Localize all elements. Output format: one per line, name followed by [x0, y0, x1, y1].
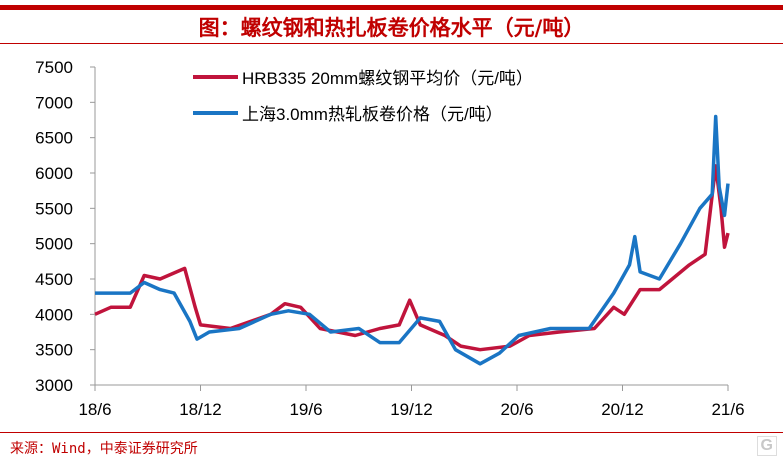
y-tick-label: 6500 — [35, 129, 73, 148]
source-note: 来源：Wind，中泰证券研究所 — [10, 441, 198, 457]
top-bar — [0, 5, 783, 10]
y-tick-label: 7000 — [35, 93, 73, 112]
x-tick-label: 19/12 — [390, 400, 433, 419]
x-tick-label: 21/6 — [711, 400, 744, 419]
watermark-logo: G — [756, 436, 777, 456]
footer-divider — [0, 432, 783, 433]
legend-label: HRB335 20mm螺纹钢平均价（元/吨） — [242, 69, 533, 88]
x-tick-label: 18/12 — [179, 400, 222, 419]
chart-title: 图：螺纹钢和热扎板卷价格水平（元/吨） — [198, 15, 585, 40]
y-tick-label: 4500 — [35, 270, 73, 289]
y-tick-label: 5000 — [35, 235, 73, 254]
y-tick-label: 4000 — [35, 305, 73, 324]
y-tick-label: 6000 — [35, 164, 73, 183]
legend-label: 上海3.0mm热轧板卷价格（元/吨） — [242, 105, 503, 124]
y-tick-label: 3500 — [35, 341, 73, 360]
x-tick-label: 20/12 — [601, 400, 644, 419]
x-tick-label: 19/6 — [289, 400, 322, 419]
x-tick-label: 20/6 — [500, 400, 533, 419]
title-divider — [0, 43, 783, 44]
series-line-hrc — [95, 114, 730, 366]
x-tick-label: 18/6 — [78, 400, 111, 419]
y-tick-label: 7500 — [35, 58, 73, 77]
y-tick-label: 3000 — [35, 376, 73, 395]
y-tick-label: 5500 — [35, 199, 73, 218]
series-line-rebar — [94, 164, 730, 352]
